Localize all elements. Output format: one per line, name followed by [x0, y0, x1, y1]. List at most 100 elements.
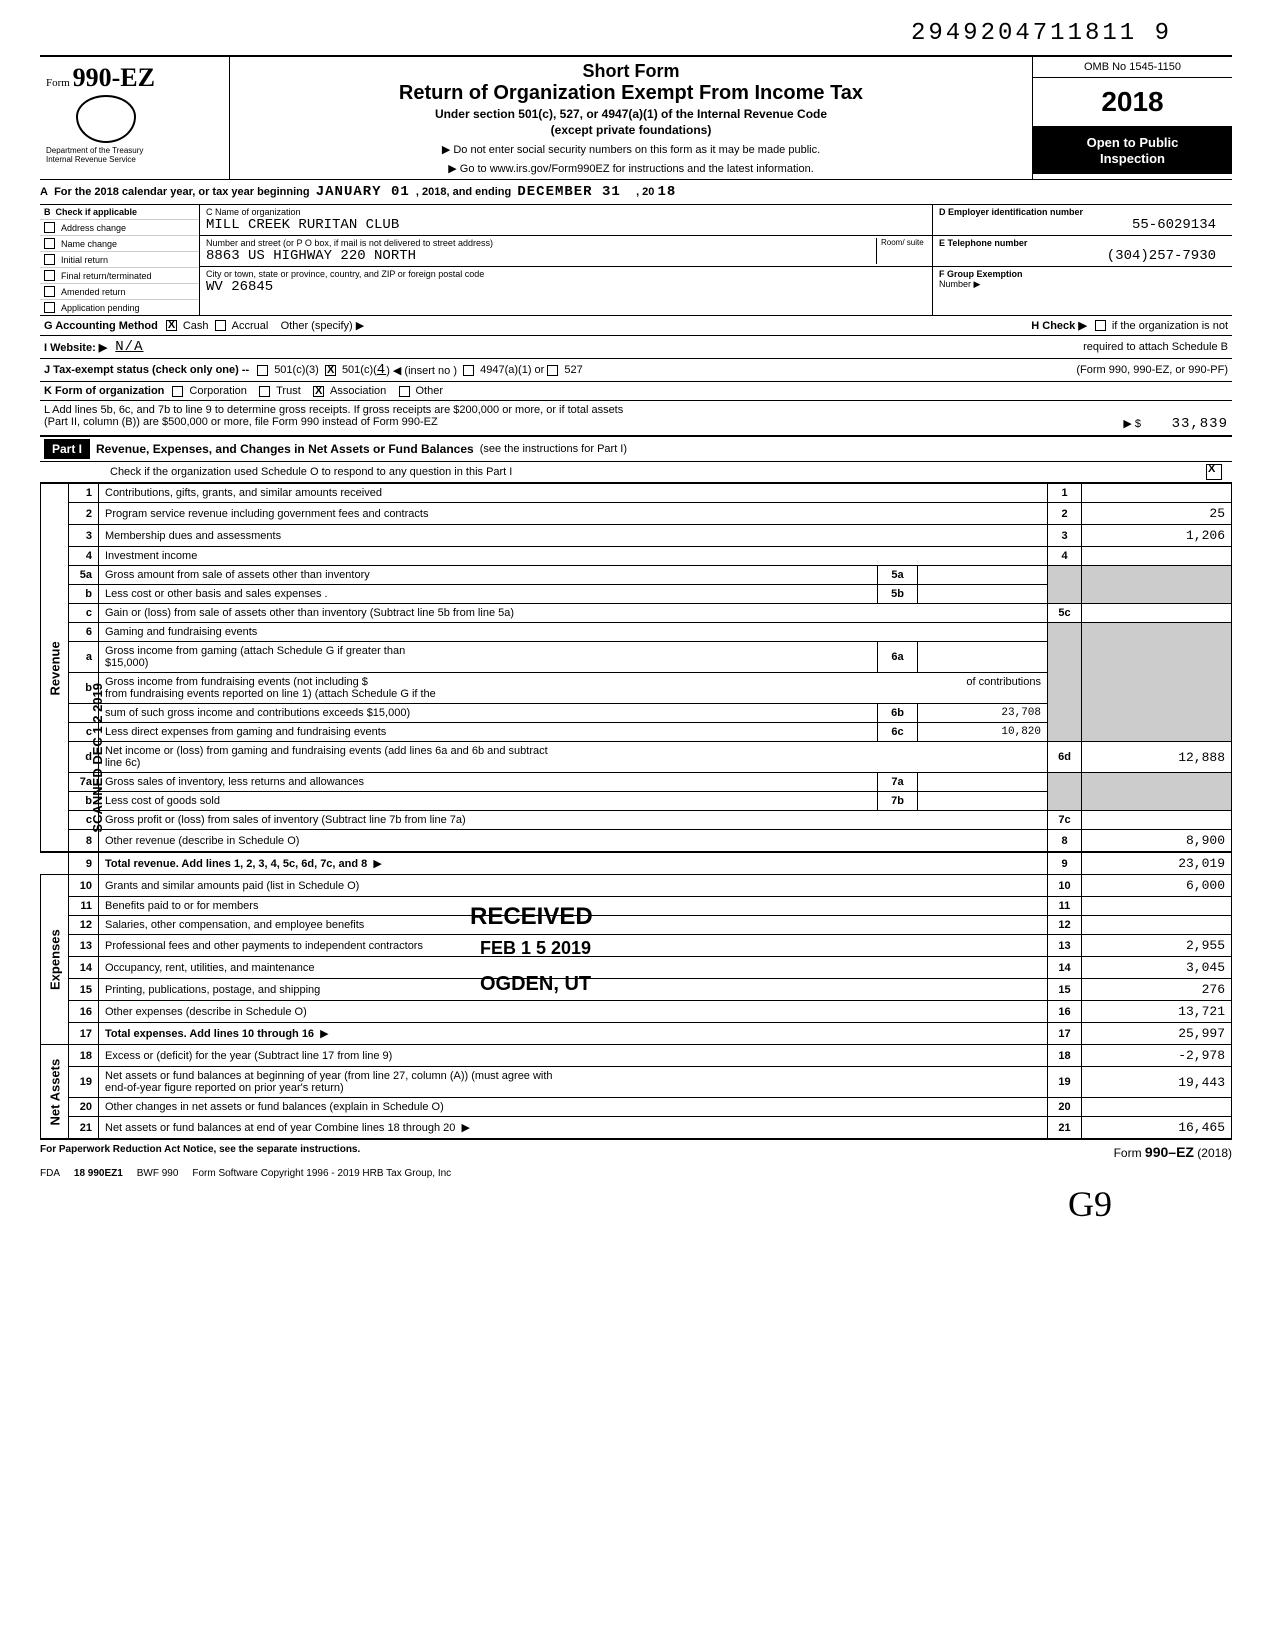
city-state-zip: WV 26845 — [206, 279, 926, 295]
line-ref: 9 — [1048, 852, 1082, 875]
line-num: 15 — [69, 979, 99, 1001]
line-desc: Gain or (loss) from sale of assets other… — [99, 604, 1048, 623]
501c-number: 4 — [377, 362, 386, 378]
line-ref: 15 — [1048, 979, 1082, 1001]
line-desc2: end-of-year figure reported on prior yea… — [105, 1082, 344, 1094]
shaded-cell — [1082, 566, 1232, 604]
h-text3: (Form 990, 990-EZ, or 990-PF) — [1076, 364, 1228, 376]
line-num: 16 — [69, 1001, 99, 1023]
line-num: b — [69, 792, 99, 811]
line-num: 17 — [69, 1023, 99, 1045]
telephone: (304)257-7930 — [939, 248, 1226, 264]
line-amount — [1082, 547, 1232, 566]
line-num — [69, 704, 99, 723]
part1-title: Revenue, Expenses, and Changes in Net As… — [96, 442, 474, 456]
chk-4947[interactable] — [463, 365, 474, 376]
line-amount — [1082, 811, 1232, 830]
line-amount: 6,000 — [1082, 875, 1232, 897]
line-ref: 3 — [1048, 525, 1082, 547]
ein: 55-6029134 — [939, 217, 1226, 233]
table-row: 11 Benefits paid to or for members 11 — [41, 897, 1232, 916]
chk-cash[interactable] — [166, 320, 177, 331]
line-desc: Contributions, gifts, grants, and simila… — [99, 484, 1048, 503]
line-ref: 5c — [1048, 604, 1082, 623]
open-public: Open to Public Inspection — [1033, 127, 1232, 174]
yr-suffix: , 20 — [636, 186, 654, 198]
chk-amended-return[interactable]: Amended return — [40, 283, 199, 299]
chk-corporation[interactable] — [172, 386, 183, 397]
line-num: d — [69, 742, 99, 773]
chk-schedule-o[interactable] — [1206, 464, 1222, 480]
chk-final-return[interactable]: Final return/terminated — [40, 267, 199, 283]
line-num: 18 — [69, 1045, 99, 1067]
chk-trust[interactable] — [259, 386, 270, 397]
part1-header-row: Part I Revenue, Expenses, and Changes in… — [40, 437, 1232, 462]
chk-application-pending[interactable]: Application pending — [40, 299, 199, 315]
line-num: 8 — [69, 830, 99, 853]
sub-amount — [918, 585, 1048, 604]
cash-label: Cash — [183, 320, 209, 332]
line-num: a — [69, 642, 99, 673]
title-block: Short Form Return of Organization Exempt… — [230, 57, 1032, 179]
tel-label: E Telephone number — [939, 238, 1226, 248]
sub-ref: 6b — [878, 704, 918, 723]
chk-initial-return[interactable]: Initial return — [40, 251, 199, 267]
line-ref: 11 — [1048, 897, 1082, 916]
col-b: B Check if applicable Address change Nam… — [40, 205, 200, 315]
table-row: c Gross profit or (loss) from sales of i… — [41, 811, 1232, 830]
line-desc: sum of such gross income and contributio… — [99, 704, 878, 723]
part1-title-suffix: (see the instructions for Part I) — [480, 443, 627, 455]
chk-label: Final return/terminated — [61, 271, 152, 281]
netassets-section-label: Net Assets — [41, 1045, 69, 1140]
shaded-cell — [1082, 773, 1232, 811]
col-de: D Employer identification number 55-6029… — [932, 205, 1232, 315]
line-desc2: from fundraising events reported on line… — [105, 688, 436, 700]
line-desc: Total revenue. Add lines 1, 2, 3, 4, 5c,… — [105, 858, 367, 870]
chk-501c3[interactable] — [257, 365, 268, 376]
line-amount: 25,997 — [1082, 1023, 1232, 1045]
ein-label: D Employer identification number — [939, 207, 1226, 217]
501c-suffix: ) ◀ (insert no ) — [386, 364, 457, 377]
line-ref: 18 — [1048, 1045, 1082, 1067]
h-text1: if the organization is not — [1112, 320, 1228, 332]
chk-schedule-b[interactable] — [1095, 320, 1106, 331]
tax-year-begin: JANUARY 01 — [316, 184, 410, 200]
line-num: 20 — [69, 1098, 99, 1117]
line-num: 11 — [69, 897, 99, 916]
sub-ref: 7b — [878, 792, 918, 811]
table-row: c Gain or (loss) from sale of assets oth… — [41, 604, 1232, 623]
line-ref: 21 — [1048, 1117, 1082, 1140]
shaded-cell — [1048, 566, 1082, 604]
line-amount — [1082, 897, 1232, 916]
form-ref-pre: Form — [1114, 1146, 1145, 1160]
line-amount: 2,955 — [1082, 935, 1232, 957]
chk-name-change[interactable]: Name change — [40, 235, 199, 251]
assoc-label: Association — [330, 385, 386, 397]
chk-527[interactable] — [547, 365, 558, 376]
chk-address-change[interactable]: Address change — [40, 219, 199, 235]
chk-label: Amended return — [61, 287, 126, 297]
line-desc: Gross sales of inventory, less returns a… — [99, 773, 878, 792]
empty-cell — [41, 852, 69, 875]
line-desc: Net assets or fund balances at beginning… — [105, 1070, 553, 1082]
line-num: 7a — [69, 773, 99, 792]
line-ref: 6d — [1048, 742, 1082, 773]
chk-association[interactable] — [313, 386, 324, 397]
document-id: 2949204711811 9 — [40, 20, 1232, 47]
table-row: 12 Salaries, other compensation, and emp… — [41, 916, 1232, 935]
title-main: Return of Organization Exempt From Incom… — [240, 82, 1022, 105]
sub-amount — [918, 642, 1048, 673]
chk-other-org[interactable] — [399, 386, 410, 397]
chk-label: Address change — [61, 223, 126, 233]
line-desc: Other revenue (describe in Schedule O) — [99, 830, 1048, 853]
part1-badge: Part I — [44, 439, 90, 459]
line-num: 12 — [69, 916, 99, 935]
chk-accrual[interactable] — [215, 320, 226, 331]
title-short: Short Form — [240, 61, 1022, 82]
form-ref-yr: (2018) — [1194, 1146, 1232, 1160]
chk-501c[interactable] — [325, 365, 336, 376]
table-row: 3 Membership dues and assessments 3 1,20… — [41, 525, 1232, 547]
right-box: OMB No 1545-1150 2018 Open to Public Ins… — [1032, 57, 1232, 179]
note-ssn: ▶ Do not enter social security numbers o… — [240, 143, 1022, 156]
bwf: BWF 990 — [137, 1168, 179, 1179]
